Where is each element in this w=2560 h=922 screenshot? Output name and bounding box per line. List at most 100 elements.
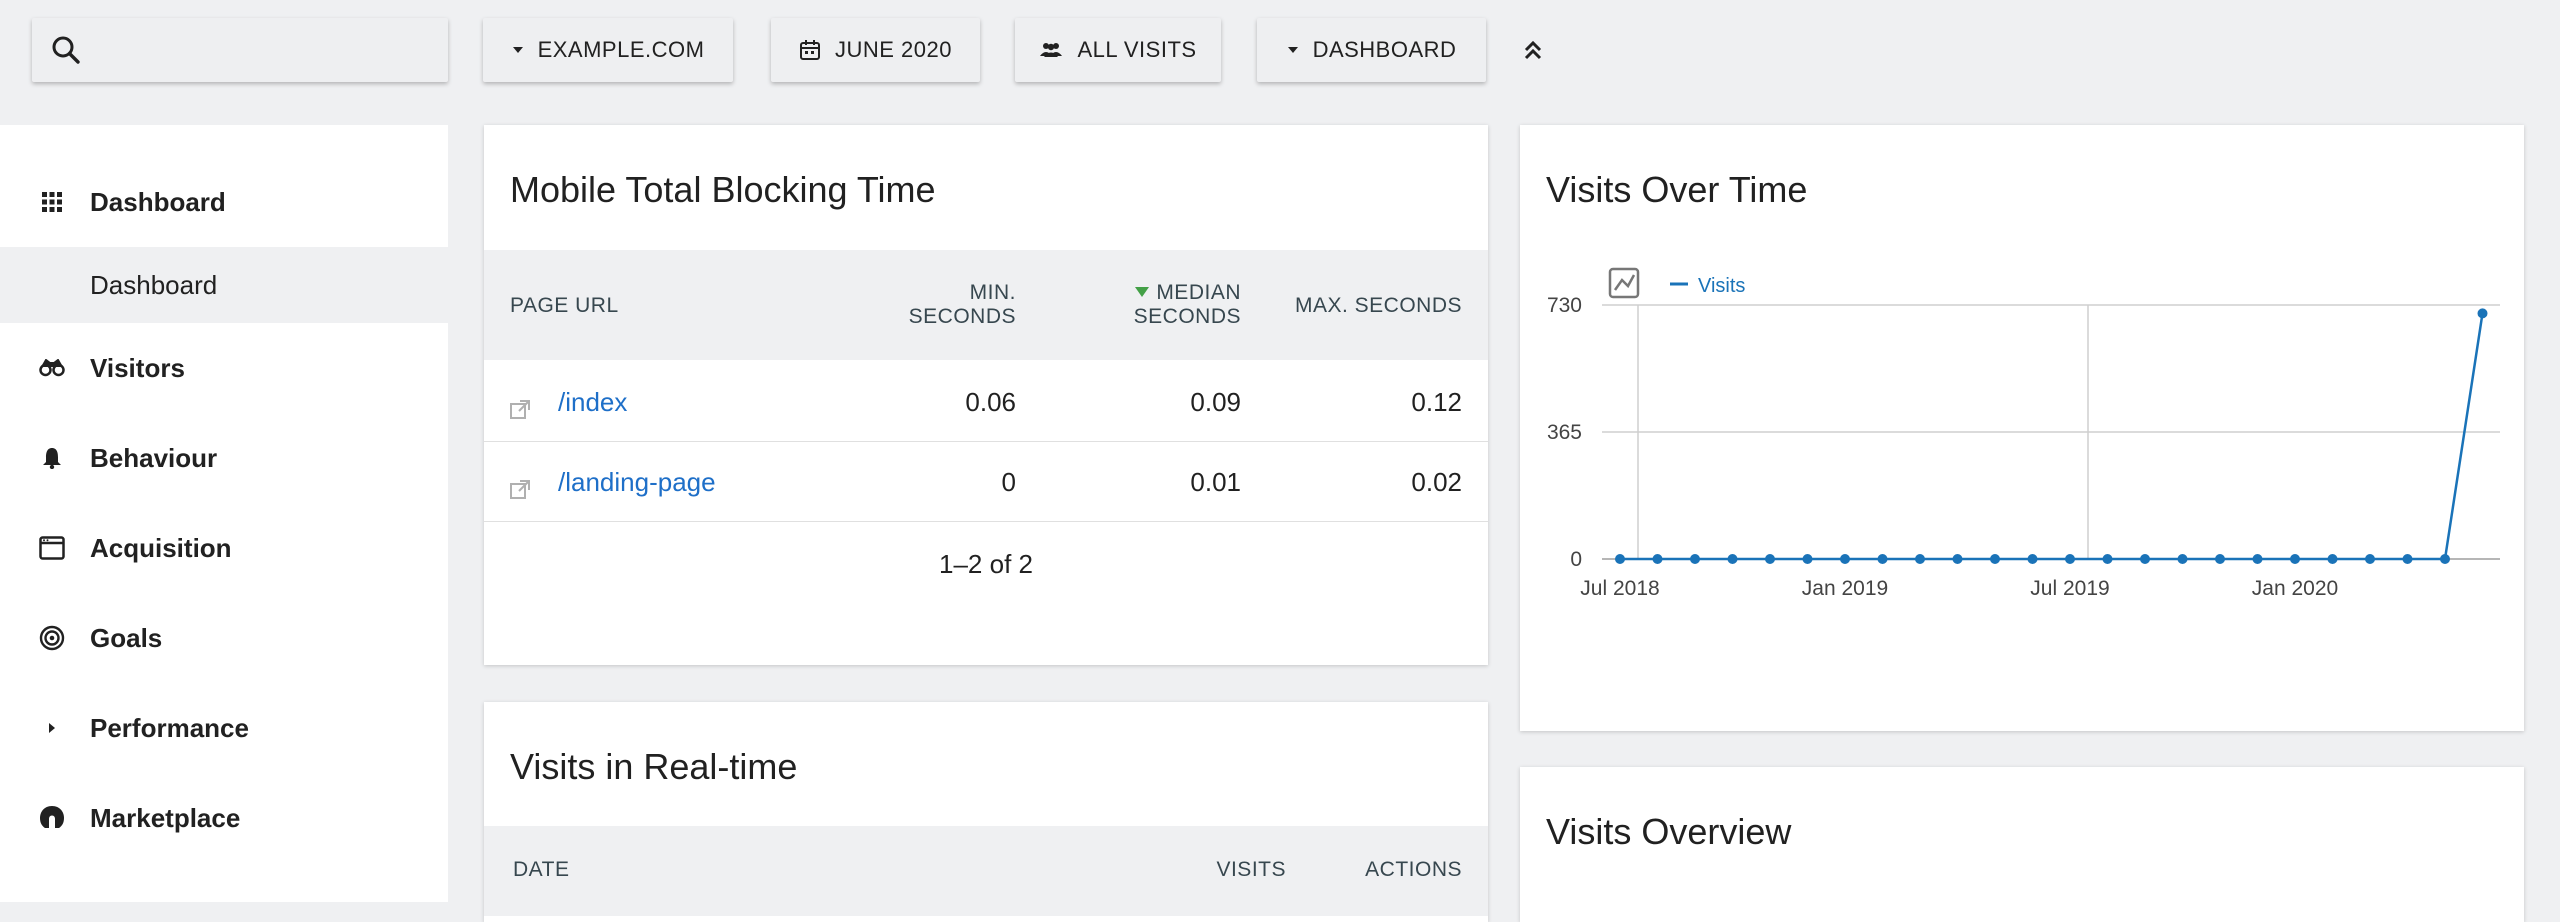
sidebar-item-label: Goals — [90, 622, 163, 653]
site-selector-label: EXAMPLE.COM — [537, 37, 705, 62]
table-header: DATE VISITS ACTIONS — [484, 826, 1488, 916]
target-icon — [34, 625, 70, 651]
sidebar-subitem-dashboard[interactable]: Dashboard — [0, 247, 448, 323]
data-point[interactable] — [1840, 554, 1850, 564]
bell-icon — [34, 447, 70, 469]
caret-right-icon — [34, 720, 70, 736]
data-point[interactable] — [1727, 554, 1738, 564]
data-point[interactable] — [1952, 554, 1963, 564]
collapse-toolbar-button[interactable] — [1518, 36, 1548, 66]
data-point[interactable] — [2440, 554, 2450, 564]
sidebar-item-acquisition[interactable]: Acquisition — [0, 510, 448, 586]
date-selector-label: JUNE 2020 — [834, 37, 952, 62]
series-line-visits — [1620, 313, 2484, 561]
x-tick-label: Jan 2020 — [2252, 577, 2338, 600]
min-seconds-value: 0 — [1001, 467, 1016, 497]
browser-window-icon — [34, 536, 70, 560]
column-header-median-seconds[interactable]: MEDIAN SECONDS — [1134, 281, 1241, 329]
visits-over-time-widget: Visits Over Time Visits 0 365 730 Jul 2018 J… — [1520, 125, 2524, 731]
column-header-label: MEDIAN — [1156, 281, 1241, 304]
data-point[interactable] — [2065, 554, 2075, 564]
data-point[interactable] — [2290, 554, 2300, 564]
data-point[interactable] — [2102, 554, 2113, 564]
column-header-label: SECONDS — [908, 305, 1016, 328]
column-header-page-url[interactable]: PAGE URL — [510, 294, 619, 317]
date-selector-button[interactable]: JUNE 2020 — [771, 18, 980, 82]
caret-down-icon — [1287, 45, 1299, 55]
data-point[interactable] — [1915, 554, 1925, 564]
sidebar-item-label: Behaviour — [90, 442, 218, 473]
caret-down-icon — [512, 45, 524, 55]
x-tick-label: Jul 2019 — [2030, 577, 2109, 600]
widget-title: Visits Over Time — [1546, 169, 1808, 210]
dashboard-selector-button[interactable]: DASHBOARD — [1257, 18, 1486, 82]
page-url-link[interactable]: /landing-page — [558, 467, 716, 497]
sidebar-item-label: Acquisition — [90, 532, 232, 563]
visits-overview-widget: Visits Overview — [1520, 767, 2524, 922]
column-header-max-seconds[interactable]: MAX. SECONDS — [1294, 294, 1462, 317]
column-header-label: MIN. — [969, 281, 1016, 304]
table-header: PAGE URL MIN. SECONDS MEDIAN SECONDS MAX… — [484, 250, 1488, 360]
x-tick-label: Jan 2019 — [1802, 577, 1888, 600]
median-seconds-value: 0.09 — [1190, 387, 1241, 417]
data-point[interactable] — [2365, 554, 2375, 564]
median-seconds-value: 0.01 — [1190, 467, 1241, 497]
data-point[interactable] — [1802, 554, 1813, 564]
sidebar-item-goals[interactable]: Goals — [0, 600, 448, 676]
data-point[interactable] — [1877, 554, 1888, 564]
data-point[interactable] — [2402, 554, 2413, 564]
search-box[interactable] — [32, 18, 448, 82]
widget-title: Mobile Total Blocking Time — [510, 169, 936, 210]
segment-selector-button[interactable]: ALL VISITS — [1015, 18, 1221, 82]
widget-title: Visits Overview — [1546, 811, 1792, 852]
max-seconds-value: 0.02 — [1411, 467, 1462, 497]
dashboard-selector-label: DASHBOARD — [1312, 37, 1457, 62]
binoculars-icon — [34, 359, 70, 377]
data-point[interactable] — [1615, 554, 1625, 564]
marketplace-icon — [34, 805, 70, 831]
chart-type-toggle[interactable] — [1608, 267, 1640, 299]
page-url-link[interactable]: /index — [558, 387, 628, 417]
site-selector-button[interactable]: EXAMPLE.COM — [483, 18, 733, 82]
users-icon — [1039, 42, 1063, 58]
data-point[interactable] — [1990, 554, 2000, 564]
data-point[interactable] — [2027, 554, 2038, 564]
legend-label[interactable]: Visits — [1698, 275, 1745, 297]
data-point[interactable] — [2477, 308, 2488, 319]
external-link-icon[interactable] — [510, 399, 532, 419]
column-header-label: SECONDS — [1133, 305, 1241, 328]
pagination-summary: 1–2 of 2 — [939, 549, 1033, 579]
y-tick-label: 730 — [1547, 294, 1582, 317]
blocking-time-widget: Mobile Total Blocking Time PAGE URL MIN.… — [484, 125, 1488, 665]
calendar-icon — [799, 39, 821, 61]
segment-selector-label: ALL VISITS — [1077, 37, 1197, 62]
data-point[interactable] — [2140, 554, 2150, 564]
double-chevron-up-icon — [1524, 40, 1542, 60]
column-header-min-seconds[interactable]: MIN. SECONDS — [909, 281, 1016, 329]
sidebar-subitem-label: Dashboard — [90, 269, 218, 300]
table-row: /landing-page 0 0.01 0.02 — [484, 441, 1488, 522]
external-link-icon[interactable] — [510, 479, 532, 499]
data-point[interactable] — [1652, 554, 1663, 564]
data-point[interactable] — [1690, 554, 1700, 564]
sidebar-item-label: Performance — [90, 712, 249, 743]
sidebar-item-label: Dashboard — [90, 186, 226, 217]
max-seconds-value: 0.12 — [1411, 387, 1462, 417]
sidebar-item-label: Marketplace — [90, 802, 241, 833]
sidebar-item-label: Visitors — [90, 352, 185, 383]
data-point[interactable] — [2252, 554, 2263, 564]
sidebar-item-behaviour[interactable]: Behaviour — [0, 420, 448, 496]
visits-line-chart: Visits 0 365 730 Jul 2018 Jan 2019 Jul 2019 Ja… — [1547, 267, 2500, 600]
sidebar-item-performance[interactable]: Performance — [0, 690, 448, 766]
x-tick-label: Jul 2018 — [1580, 577, 1659, 600]
realtime-widget: Visits in Real-time DATE VISITS ACTIONS — [484, 702, 1488, 922]
data-point[interactable] — [2215, 554, 2225, 564]
table-row: /index 0.06 0.09 0.12 — [484, 361, 1488, 442]
sidebar-item-marketplace[interactable]: Marketplace — [0, 780, 448, 856]
data-point[interactable] — [1765, 554, 1775, 564]
sidebar-item-visitors[interactable]: Visitors — [0, 330, 448, 406]
y-tick-label: 365 — [1547, 421, 1582, 444]
data-point[interactable] — [2177, 554, 2188, 564]
data-point[interactable] — [2327, 554, 2338, 564]
sidebar-item-dashboard[interactable]: Dashboard — [0, 164, 448, 240]
